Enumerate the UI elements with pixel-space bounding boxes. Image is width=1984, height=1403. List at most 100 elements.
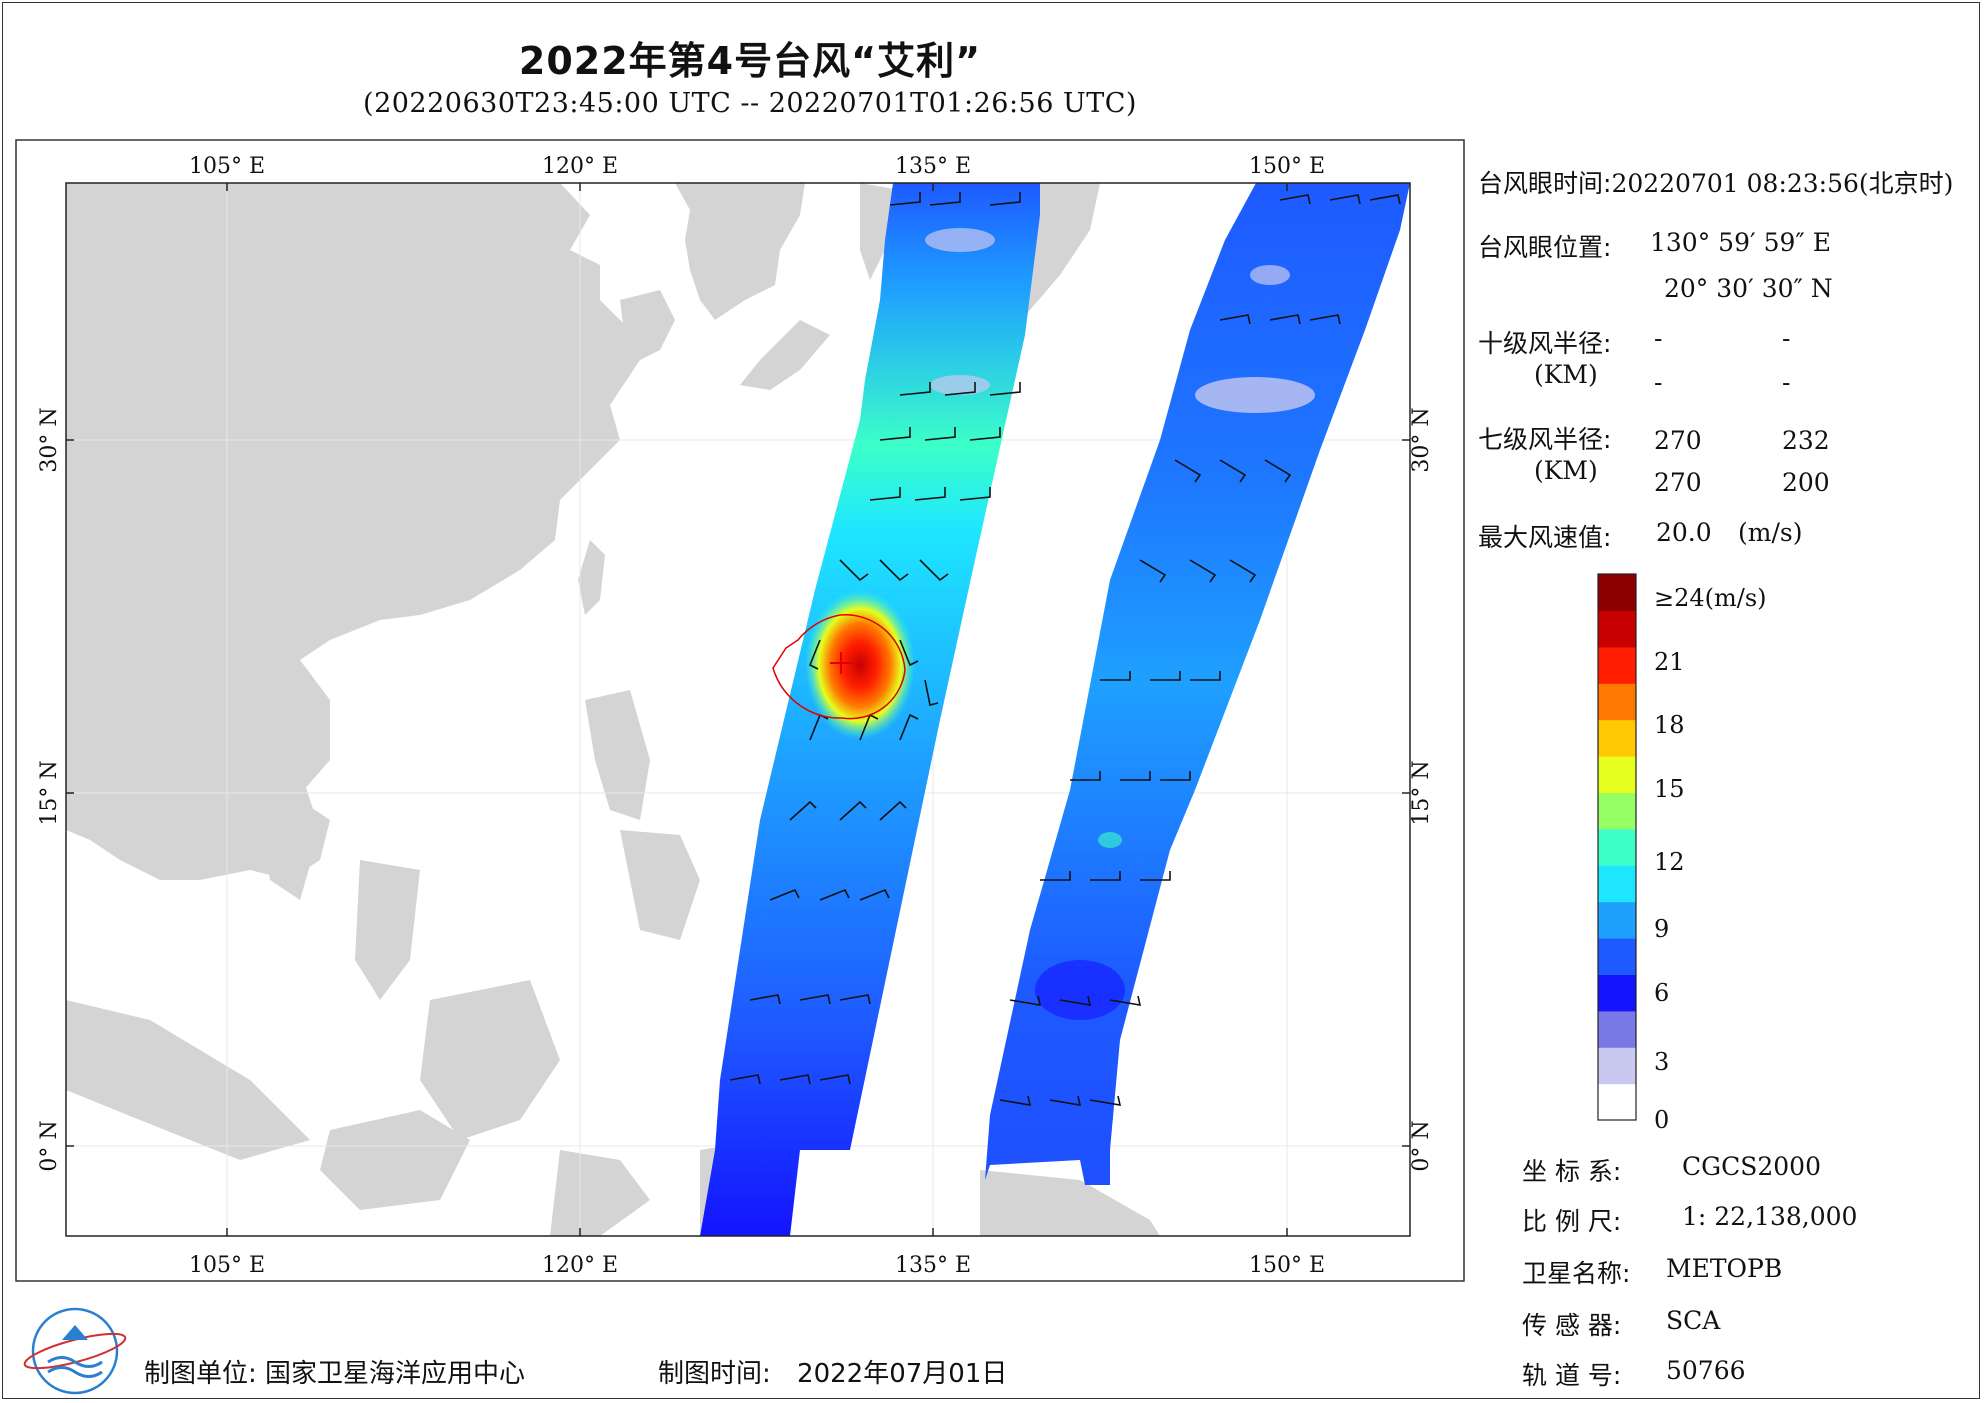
sensor-label: 传 感 器: [1522,1311,1622,1340]
lat-labels: 30° N 15° N 0° N 30° N 15° N 0° N [37,407,1434,1171]
r10-value: - [1782,324,1791,353]
r7-label: 七级风半径: [1478,425,1612,454]
orbit-value: 50766 [1666,1356,1746,1385]
colorbar-cell [1598,574,1636,611]
eye-position-row: 台风眼位置: [1478,228,1611,264]
lat-label-right: 0° N [1409,1120,1434,1171]
swath-west [700,183,1040,1236]
typhoon-high-wind-core [805,590,915,740]
map-subtitle: (20220630T23:45:00 UTC -- 20220701T01:26… [363,88,1137,119]
colorbar-cell [1598,756,1636,793]
lon-label-top: 120° E [542,154,618,179]
r7-value: 270 [1654,426,1702,455]
r10-value: - [1654,324,1663,353]
swath-east [985,183,1410,1185]
satellite-label: 卫星名称: [1522,1259,1631,1288]
r7-value: 270 [1654,468,1702,497]
eye-time-value: 20220701 08:23:56(北京时) [1611,169,1954,198]
r10-value: - [1654,368,1663,397]
colorbar-cell [1598,1010,1636,1048]
colorbar-cell [1598,938,1636,975]
max-wind-value: 20.0 [1656,518,1712,547]
lat-label-right: 30° N [1409,407,1434,472]
satellite-value: METOPB [1666,1254,1783,1283]
eye-lon: 130° 59′ 59″ E [1650,228,1831,257]
lat-label-left: 30° N [37,407,62,472]
map-inner-border [65,182,1411,1237]
scale-label: 比 例 尺: [1522,1207,1622,1236]
lon-label-bottom: 135° E [895,1253,971,1278]
axis-ticks [66,183,1410,1236]
eye-time-label: 台风眼时间: [1478,169,1612,198]
crs-row: 坐 标 系: [1522,1152,1621,1188]
max-wind-unit: (m/s) [1738,518,1803,547]
crs-label: 坐 标 系: [1522,1157,1622,1186]
colorbar-cell [1598,646,1636,684]
r10-unit: (KM) [1534,360,1598,389]
orbit-row: 轨 道 号: [1522,1356,1621,1392]
footer-organization: 制图单位: 国家卫星海洋应用中心 [144,1353,525,1390]
typhoon-wind-radius [772,614,906,720]
max-wind-row: 最大风速值: [1478,518,1611,554]
wind-barbs [729,192,1401,1106]
colorbar-tick: 15 [1654,775,1685,803]
colorbar-cell [1598,1047,1636,1085]
lat-label-left: 0° N [37,1120,62,1171]
colorbar-tick: 9 [1654,915,1669,943]
max-wind-label: 最大风速值: [1478,523,1612,552]
eye-time-row: 台风眼时间:20220701 08:23:56(北京时) [1478,164,1953,200]
orbit-label: 轨 道 号: [1522,1361,1622,1390]
map-title: 2022年第4号台风“艾利” [518,39,982,83]
footer-date-label: 制图时间: [658,1359,771,1389]
lon-label-top: 135° E [895,154,971,179]
colorbar-cell [1598,865,1636,903]
colorbar-cell [1598,792,1636,830]
colorbar-tick: 18 [1654,711,1685,739]
lon-label-bottom: 150° E [1249,1253,1325,1278]
colorbar-tick: 6 [1654,979,1669,1007]
lat-label-right: 15° N [1409,760,1434,825]
r10-value: - [1782,368,1791,397]
colorbar-cell [1598,901,1636,939]
r7-value: 232 [1782,426,1830,455]
colorbar-cell [1598,974,1636,1012]
colorbar-tick: 3 [1654,1048,1669,1076]
colorbar [1597,573,1637,1121]
colorbar-cell [1598,719,1636,757]
lon-labels: 105° E 120° E 135° E 150° E 105° E 120° … [189,154,1325,1278]
scale-value: 1: 22,138,000 [1682,1202,1858,1231]
colorbar-tick: ≥24(m/s) [1654,584,1767,612]
colorbar-cell [1598,610,1636,648]
lon-label-top: 150° E [1249,154,1325,179]
sensor-value: SCA [1666,1306,1721,1335]
sensor-row: 传 感 器: [1522,1306,1621,1342]
satellite-row: 卫星名称: [1522,1254,1630,1290]
map-content [66,183,1410,1236]
crs-value: CGCS2000 [1682,1152,1821,1181]
eye-position-label: 台风眼位置: [1478,233,1612,262]
lat-label-left: 15° N [37,760,62,825]
r10-label: 十级风半径: [1478,329,1612,358]
r7-value: 200 [1782,468,1830,497]
footer-date: 制图时间: 2022年07月01日 [658,1353,1007,1390]
colorbar-cell [1598,828,1636,866]
footer-org-label: 制图单位: [144,1359,257,1389]
colorbar-tick: 0 [1654,1106,1669,1134]
footer-org-value: 国家卫星海洋应用中心 [265,1359,526,1389]
lon-label-top: 105° E [189,154,265,179]
colorbar-ticks: ≥24(m/s) 21 18 15 12 9 6 3 0 [1654,584,1767,1134]
colorbar-tick: 21 [1654,648,1685,676]
r7-unit: (KM) [1534,456,1598,485]
eye-lat: 20° 30′ 30″ N [1664,274,1833,303]
scale-row: 比 例 尺: [1522,1202,1621,1238]
colorbar-tick: 12 [1654,848,1685,876]
logo-emblem [23,1307,127,1395]
lon-label-bottom: 105° E [189,1253,265,1278]
colorbar-cell [1598,1083,1636,1121]
typhoon-eye-marker [830,652,852,674]
footer-date-value: 2022年07月01日 [797,1359,1008,1389]
lon-label-bottom: 120° E [542,1253,618,1278]
colorbar-cell [1598,683,1636,721]
